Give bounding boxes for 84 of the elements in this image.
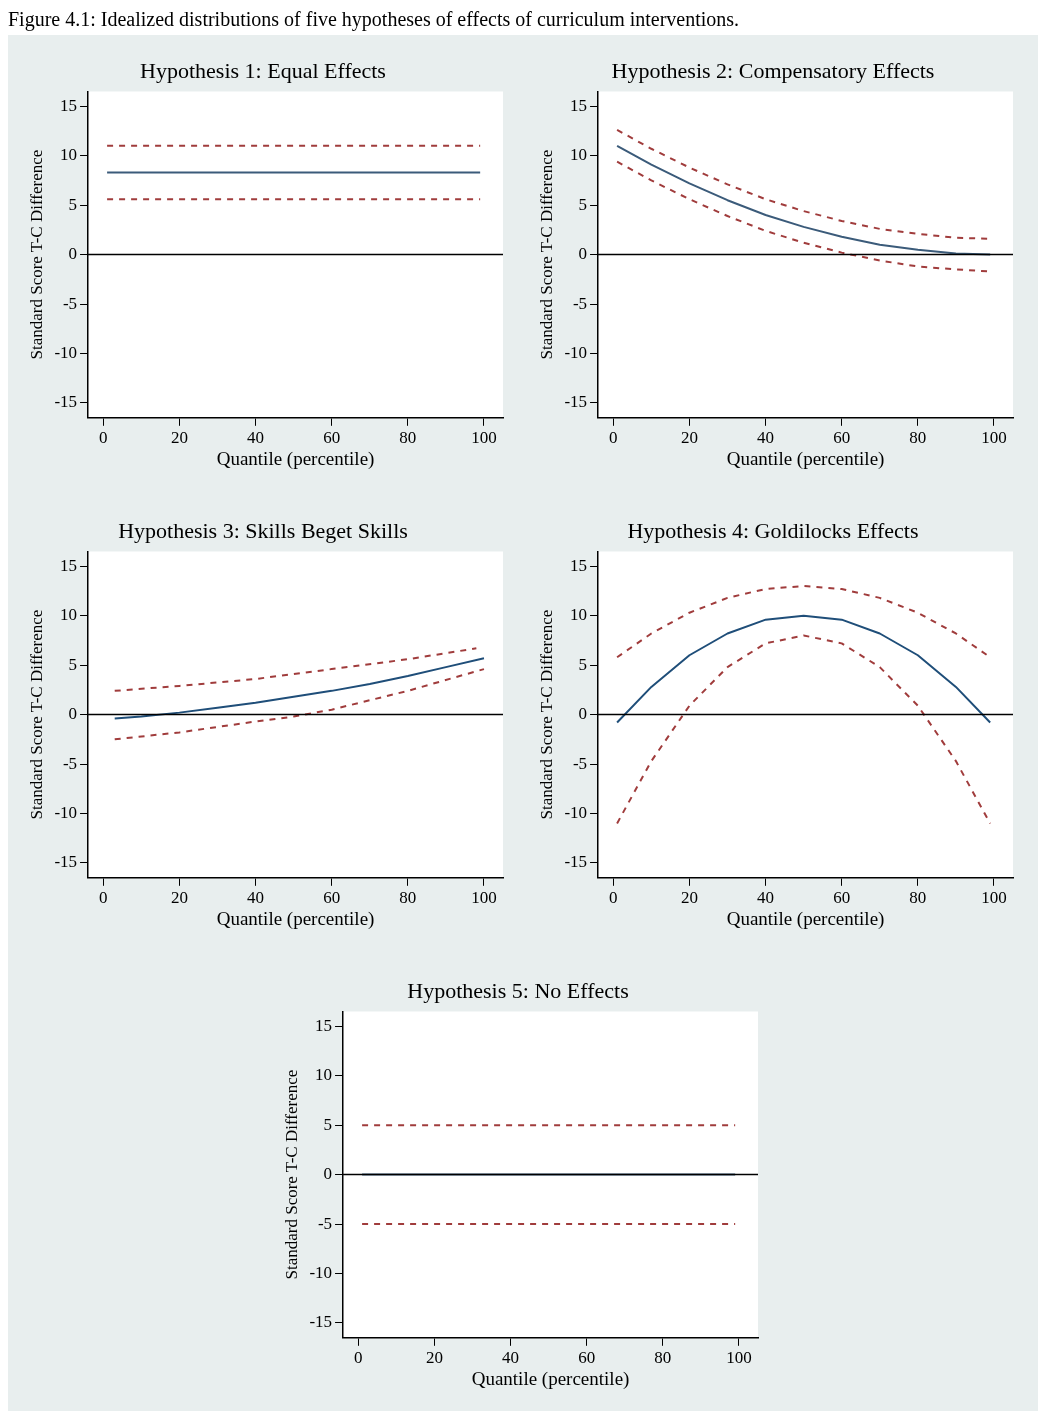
y-tick-label: 0 <box>68 244 78 264</box>
y-tick-label: 10 <box>570 145 588 165</box>
x-tick-label: 100 <box>981 888 1007 908</box>
y-tick-label: -5 <box>572 293 588 313</box>
x-tick-label: 80 <box>909 428 927 448</box>
x-tick-label: 80 <box>654 1348 672 1368</box>
x-tick-label: 40 <box>757 888 775 908</box>
y-axis-title: Standard Score T-C Difference <box>281 1069 301 1280</box>
x-axis-title: Quantile (percentile) <box>726 447 885 470</box>
x-tick-label: 100 <box>981 428 1007 448</box>
y-tick-label: 10 <box>60 145 78 165</box>
x-tick-label: 40 <box>247 428 265 448</box>
x-axis-title: Quantile (percentile) <box>471 1367 630 1390</box>
y-tick-label: 15 <box>570 555 588 575</box>
x-tick-label: 0 <box>609 888 618 908</box>
x-tick-label: 20 <box>680 428 698 448</box>
y-tick-label: -5 <box>62 753 78 773</box>
y-axis-title: Standard Score T-C Difference <box>26 609 46 820</box>
x-tick-label: 100 <box>471 888 497 908</box>
y-tick-label: 5 <box>68 194 78 214</box>
y-tick-label: 0 <box>68 704 78 724</box>
y-tick-label: 0 <box>578 244 588 264</box>
x-axis-title: Quantile (percentile) <box>726 907 885 930</box>
x-tick-label: 20 <box>170 888 188 908</box>
chart-title: Hypothesis 3: Skills Beget Skills <box>118 517 408 543</box>
y-axis-title: Standard Score T-C Difference <box>26 149 46 360</box>
y-tick-label: 5 <box>68 654 78 674</box>
x-axis-title: Quantile (percentile) <box>216 907 375 930</box>
y-tick-label: -5 <box>572 753 588 773</box>
x-tick-label: 40 <box>247 888 265 908</box>
y-tick-label: -10 <box>564 342 588 362</box>
y-tick-label: 15 <box>315 1015 333 1035</box>
chart-title: Hypothesis 1: Equal Effects <box>140 57 386 83</box>
y-tick-label: -10 <box>54 802 78 822</box>
x-tick-label: 20 <box>680 888 698 908</box>
x-tick-label: 0 <box>99 428 108 448</box>
y-tick-label: 15 <box>60 555 78 575</box>
y-axis-title: Standard Score T-C Difference <box>536 609 556 820</box>
x-tick-label: 0 <box>354 1348 363 1368</box>
y-tick-label: -15 <box>54 392 78 412</box>
y-tick-label: -15 <box>564 392 588 412</box>
y-tick-label: 15 <box>570 95 588 115</box>
chart-title: Hypothesis 2: Compensatory Effects <box>611 57 935 83</box>
line-series <box>616 634 992 825</box>
x-tick-label: 80 <box>909 888 927 908</box>
caption: Figure 4.1: Idealized distributions of five hypotheses of effects of curriculum interventions. <box>8 8 741 31</box>
x-tick-label: 60 <box>323 428 341 448</box>
y-tick-label: -15 <box>54 852 78 872</box>
y-tick-label: 10 <box>60 605 78 625</box>
x-tick-label: 60 <box>323 888 341 908</box>
x-tick-label: 20 <box>170 428 188 448</box>
x-tick-label: 100 <box>726 1348 752 1368</box>
y-tick-label: 5 <box>578 194 588 214</box>
x-tick-label: 40 <box>502 1348 520 1368</box>
y-tick-label: -10 <box>54 342 78 362</box>
x-tick-label: 80 <box>399 428 417 448</box>
y-tick-label: -5 <box>317 1213 333 1233</box>
y-tick-label: 10 <box>315 1065 333 1085</box>
y-tick-label: 15 <box>60 95 78 115</box>
y-tick-label: -15 <box>309 1312 333 1332</box>
y-tick-label: -10 <box>564 802 588 822</box>
line-series <box>113 668 485 741</box>
chart-title: Hypothesis 5: No Effects <box>407 977 629 1003</box>
x-tick-label: 60 <box>833 428 851 448</box>
x-tick-label: 20 <box>425 1348 443 1368</box>
x-tick-label: 0 <box>99 888 108 908</box>
y-tick-label: 0 <box>578 704 588 724</box>
y-tick-label: 10 <box>570 605 588 625</box>
y-tick-label: -5 <box>62 293 78 313</box>
y-tick-label: -10 <box>309 1262 333 1282</box>
x-tick-label: 60 <box>578 1348 596 1368</box>
y-tick-label: -15 <box>564 852 588 872</box>
x-tick-label: 60 <box>833 888 851 908</box>
y-tick-label: 5 <box>323 1114 333 1134</box>
x-tick-label: 80 <box>399 888 417 908</box>
y-tick-label: 5 <box>578 654 588 674</box>
x-tick-label: 40 <box>757 428 775 448</box>
x-tick-label: 100 <box>471 428 497 448</box>
chart-title: Hypothesis 4: Goldilocks Effects <box>627 517 919 543</box>
x-tick-label: 0 <box>609 428 618 448</box>
y-tick-label: 0 <box>323 1164 333 1184</box>
y-axis-title: Standard Score T-C Difference <box>536 149 556 360</box>
x-axis-title: Quantile (percentile) <box>216 447 375 470</box>
line-series <box>113 647 478 692</box>
